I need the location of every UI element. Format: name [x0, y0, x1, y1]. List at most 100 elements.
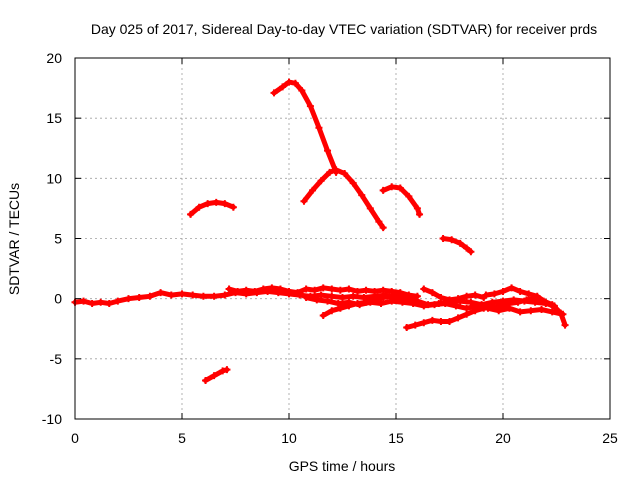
- data-point: [446, 296, 453, 304]
- data-point: [467, 298, 475, 306]
- data-point: [300, 197, 308, 205]
- data-point: [413, 204, 421, 212]
- data-point: [371, 296, 379, 304]
- data-point: [324, 147, 332, 155]
- data-point: [446, 318, 453, 326]
- data-point: [268, 284, 276, 292]
- data-point: [514, 298, 522, 306]
- data-point: [428, 289, 436, 297]
- data-point: [328, 285, 336, 293]
- data-point: [311, 286, 319, 294]
- data-point: [480, 304, 488, 312]
- data-point: [125, 295, 132, 303]
- data-point: [409, 299, 417, 307]
- data-point: [561, 321, 569, 329]
- data-point: [420, 285, 428, 293]
- data-point: [332, 166, 340, 174]
- x-tick-label: 15: [388, 430, 404, 446]
- series-band-mid: [420, 285, 488, 304]
- data-point: [362, 298, 370, 306]
- data-point: [416, 210, 424, 218]
- x-tick-label: 10: [281, 430, 297, 446]
- series-arc-b: [202, 366, 231, 384]
- data-point: [533, 292, 541, 300]
- data-point: [403, 324, 411, 332]
- data-point: [463, 304, 471, 312]
- data-point: [306, 102, 314, 110]
- data-point: [309, 186, 317, 194]
- data-point: [463, 244, 471, 252]
- data-point: [178, 290, 186, 298]
- data-point: [259, 285, 267, 293]
- data-point: [362, 286, 370, 294]
- data-point: [204, 200, 212, 208]
- data-point: [411, 321, 419, 329]
- data-point: [328, 307, 336, 315]
- data-point: [341, 170, 349, 178]
- data-point: [377, 299, 385, 307]
- data-point: [550, 303, 558, 311]
- data-point: [219, 367, 227, 375]
- y-tick-label: 20: [46, 50, 62, 66]
- data-series: [71, 78, 569, 384]
- data-point: [497, 302, 505, 310]
- data-point: [371, 287, 379, 295]
- data-point: [525, 290, 533, 298]
- series-line: [380, 184, 422, 217]
- data-point: [538, 305, 546, 313]
- data-point: [471, 307, 479, 315]
- series-arc-c: [270, 78, 340, 176]
- x-tick-label: 25: [602, 430, 618, 446]
- data-point: [360, 293, 368, 301]
- x-tick-label: 0: [71, 430, 79, 446]
- data-point: [413, 292, 421, 300]
- y-tick-label: -10: [42, 411, 62, 427]
- data-point: [523, 296, 531, 304]
- data-point: [319, 284, 327, 292]
- x-axis-label: GPS time / hours: [289, 458, 396, 474]
- data-point: [187, 210, 195, 218]
- data-point: [315, 124, 323, 132]
- data-point: [396, 292, 404, 300]
- data-point: [114, 297, 122, 305]
- data-point: [319, 312, 327, 320]
- data-point: [516, 287, 524, 295]
- data-point: [379, 293, 387, 301]
- data-point: [302, 285, 310, 293]
- data-point: [212, 198, 220, 206]
- data-point: [97, 298, 105, 306]
- data-point: [471, 291, 479, 299]
- data-point: [388, 292, 396, 300]
- data-point: [202, 376, 210, 384]
- data-point: [210, 292, 218, 300]
- data-point: [326, 168, 334, 176]
- data-point: [242, 286, 250, 294]
- data-point: [379, 286, 387, 294]
- series-band-late: [482, 284, 558, 311]
- series-line: [320, 293, 403, 318]
- data-point: [366, 204, 374, 212]
- data-point: [508, 284, 516, 292]
- data-point: [345, 302, 353, 310]
- data-point: [375, 218, 383, 226]
- data-point: [291, 79, 299, 87]
- axis-ticks: 0 5 10 15 20 25 -10 -5 0 5 10 15 20: [42, 50, 618, 446]
- data-point: [405, 192, 413, 200]
- data-point: [439, 235, 447, 242]
- data-point: [437, 293, 445, 301]
- data-point: [345, 285, 353, 293]
- data-point: [456, 239, 464, 247]
- data-point: [221, 200, 229, 208]
- data-point: [167, 291, 175, 299]
- series-band-upper: [225, 284, 421, 300]
- data-point: [463, 310, 471, 318]
- data-point: [317, 177, 325, 185]
- data-point: [452, 302, 460, 310]
- data-point: [557, 309, 565, 317]
- grid: [75, 58, 610, 419]
- data-point: [480, 293, 488, 301]
- data-point: [279, 83, 287, 91]
- data-point: [294, 289, 302, 297]
- data-point: [490, 290, 498, 298]
